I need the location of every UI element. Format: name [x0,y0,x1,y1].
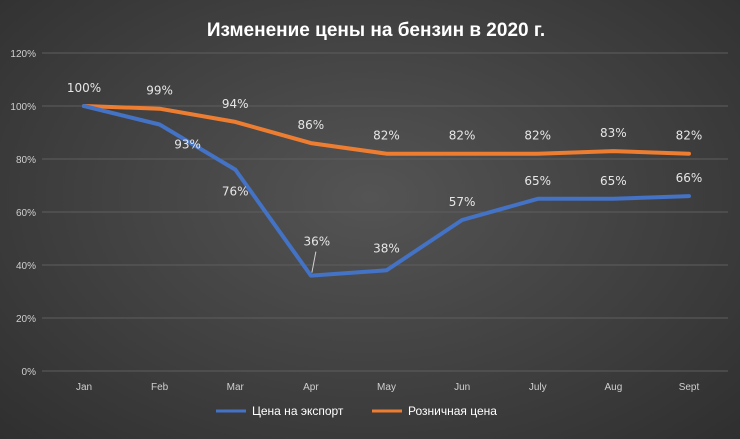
x-tick-label: Sept [679,382,700,393]
legend: Цена на экспорт Розничная цена [216,404,497,418]
x-tick-label: Apr [303,382,319,393]
x-axis-ticks: Jan Feb Mar Apr May Jun July Aug Sept [76,382,700,393]
y-tick-label: 60% [16,208,36,219]
data-label-export: 38% [373,241,400,255]
leader-lines [311,251,317,273]
data-label-export: 93% [174,138,201,152]
data-label-export: 36% [304,235,331,249]
data-label-export: 76% [222,185,249,199]
y-tick-label: 0% [22,367,37,378]
leader-line [311,251,317,273]
data-label-retail: 86% [298,118,325,132]
x-tick-label: Mar [227,382,245,393]
y-tick-label: 20% [16,314,36,325]
gridlines [42,52,728,372]
y-tick-label: 120% [10,49,36,60]
data-label-export: 100% [67,81,101,95]
x-tick-label: May [377,382,396,393]
data-label-retail: 82% [373,129,400,143]
data-labels: 100% 93% 76% 36% 38% 57% 65% 65% 66% 99% 94% 86% 82%… [67,81,702,255]
data-label-retail: 82% [524,129,551,143]
data-label-retail: 82% [676,129,703,143]
x-tick-label: Jan [76,382,92,393]
data-label-export: 57% [449,195,476,209]
y-tick-label: 80% [16,155,36,166]
legend-label-retail: Розничная цена [408,404,497,418]
x-tick-label: July [529,382,547,393]
x-tick-label: Feb [151,382,169,393]
data-label-export: 65% [524,174,551,188]
data-label-retail: 99% [146,84,173,98]
data-label-retail: 83% [600,126,627,140]
data-label-retail: 82% [449,129,476,143]
series-lines [82,104,691,278]
y-tick-label: 40% [16,261,36,272]
legend-label-export: Цена на экспорт [252,404,344,418]
y-axis-ticks: 0% 20% 40% 60% 80% 100% 120% [10,49,36,378]
data-label-export: 66% [676,171,703,185]
series-line-export [82,104,691,278]
series-line-retail [82,104,691,156]
y-tick-label: 100% [10,102,36,113]
x-tick-label: Jun [454,382,470,393]
legend-item-retail: Розничная цена [372,404,497,418]
chart-title: Изменение цены на бензин в 2020 г. [207,20,545,41]
legend-item-export: Цена на экспорт [216,404,344,418]
data-label-retail: 94% [222,97,249,111]
x-tick-label: Aug [604,382,622,393]
data-label-export: 65% [600,174,627,188]
